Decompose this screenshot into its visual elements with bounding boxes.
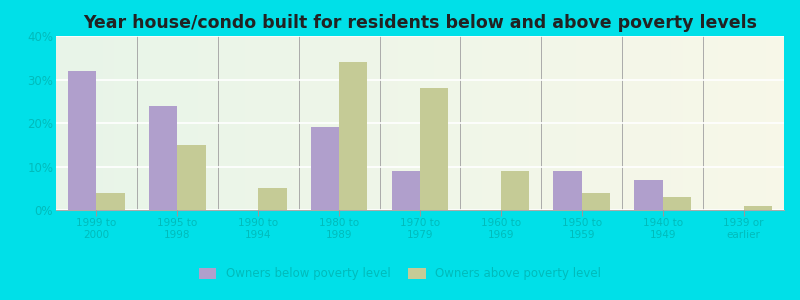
Bar: [311, 127, 339, 210]
Bar: [634, 179, 662, 210]
Bar: [97, 193, 125, 210]
Bar: [149, 106, 178, 210]
Title: Year house/condo built for residents below and above poverty levels: Year house/condo built for residents bel…: [83, 14, 757, 32]
Bar: [501, 171, 530, 210]
Bar: [68, 71, 97, 210]
Bar: [582, 193, 610, 210]
Bar: [554, 171, 582, 210]
Bar: [392, 171, 420, 210]
Bar: [743, 206, 772, 210]
Bar: [662, 197, 691, 210]
Bar: [420, 88, 448, 210]
Bar: [339, 62, 367, 210]
Bar: [178, 145, 206, 210]
Legend: Owners below poverty level, Owners above poverty level: Owners below poverty level, Owners above…: [194, 263, 606, 285]
Bar: [258, 188, 286, 210]
